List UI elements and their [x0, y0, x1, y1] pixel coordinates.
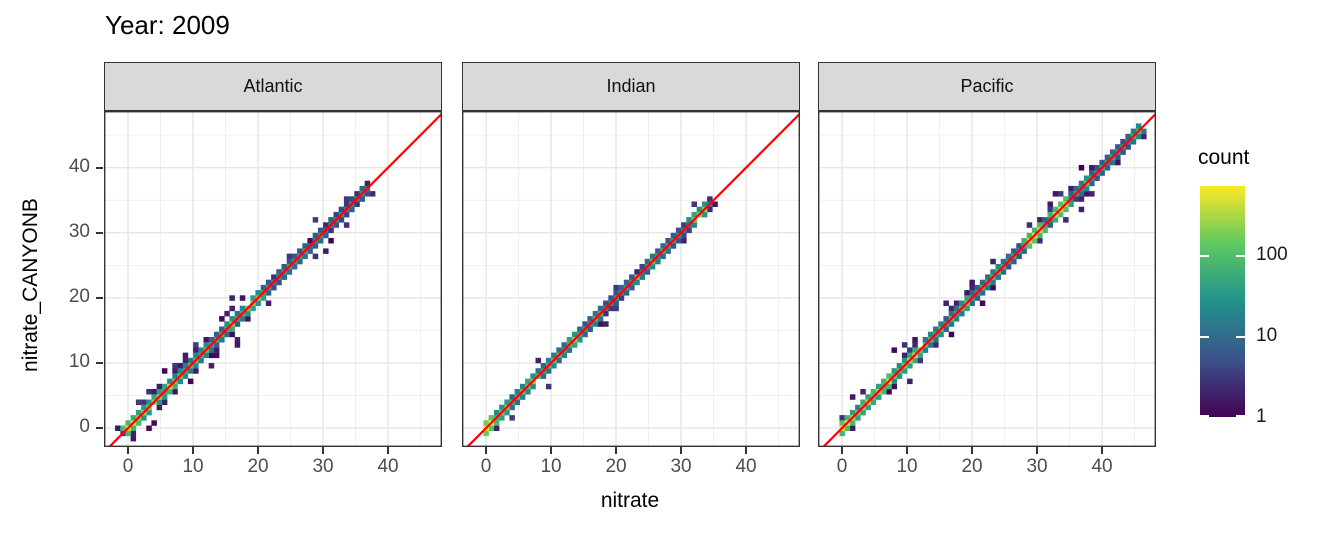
y-axis-title: nitrate_CANYONB — [19, 198, 42, 372]
panel-border — [104, 111, 442, 447]
y-axis-tick-label: 0 — [79, 416, 90, 438]
bin2d-layer — [115, 180, 376, 442]
x-axis-tick-label: 10 — [896, 456, 918, 477]
x-axis-tick-label: 0 — [480, 456, 492, 477]
x-axis-tick — [615, 447, 618, 454]
y-axis-tick — [96, 166, 103, 169]
x-axis-title: nitrate — [600, 489, 660, 512]
x-axis-tick — [680, 447, 683, 454]
facet-strip-label: Indian — [606, 76, 656, 96]
legend-tick-label: 100 — [1256, 243, 1288, 265]
y-axis-tick-label: 40 — [68, 155, 90, 177]
legend-tick — [1236, 254, 1245, 257]
facet-strip-pacific: Pacific — [818, 62, 1156, 111]
y-axis-tick-label: 30 — [68, 220, 90, 242]
x-axis-tick-label: 20 — [961, 456, 983, 477]
identity-line — [465, 112, 800, 447]
x-axis-tick — [745, 447, 748, 454]
panel-border — [462, 111, 800, 447]
x-axis-tick — [192, 447, 195, 454]
legend-tick-label: 1 — [1256, 406, 1267, 427]
x-axis-tick — [127, 447, 130, 454]
facet-strip-label: Atlantic — [243, 76, 303, 96]
x-axis-tick-label: 10 — [540, 456, 562, 477]
x-axis-tick-label: 40 — [377, 456, 399, 477]
legend-tick — [1236, 335, 1245, 338]
y-axis-tick — [96, 231, 103, 234]
facet-panel-atlantic — [104, 111, 442, 447]
x-axis-tick — [387, 447, 390, 454]
x-axis-tick-label: 40 — [1091, 456, 1113, 477]
x-axis-tick — [841, 447, 844, 454]
x-axis-tick — [485, 447, 488, 454]
legend-tick — [1200, 335, 1209, 338]
x-axis-tick-label: 0 — [122, 456, 134, 477]
x-axis-tick-label: 0 — [836, 456, 848, 477]
x-axis-tick-label: 10 — [182, 456, 204, 477]
legend-tick — [1200, 254, 1209, 257]
y-axis-tick — [96, 362, 103, 364]
panel-border — [818, 111, 1156, 447]
x-axis-tick-label: 30 — [312, 456, 334, 477]
facet-strip-atlantic: Atlantic — [104, 62, 442, 111]
facet-strip-indian: Indian — [462, 62, 800, 111]
x-axis-tick-label: 30 — [670, 456, 692, 477]
x-axis-tick — [322, 447, 325, 454]
identity-line — [821, 112, 1156, 447]
plot-title: Year: 2009 — [105, 10, 230, 40]
y-axis-tick — [96, 427, 103, 430]
facet-panel-pacific — [818, 111, 1156, 447]
x-axis-tick-label: 30 — [1026, 456, 1048, 477]
x-axis-tick — [971, 447, 974, 454]
x-axis-tick — [906, 447, 909, 454]
x-axis-tick-label: 20 — [605, 456, 627, 477]
legend-tick — [1200, 415, 1209, 417]
facet-strip-label: Pacific — [960, 76, 1014, 96]
x-axis-tick — [550, 447, 553, 454]
x-axis-tick-label: 40 — [735, 456, 757, 477]
x-axis-tick — [1036, 447, 1039, 454]
x-axis-tick — [257, 447, 260, 454]
x-axis-tick — [1101, 447, 1104, 454]
x-axis-tick-label: 20 — [247, 456, 269, 477]
grid-major — [818, 111, 1156, 447]
y-axis-tick-label: 20 — [68, 285, 90, 307]
y-axis-tick — [96, 296, 103, 299]
legend-title: count — [1198, 146, 1250, 169]
legend-colorbar — [1200, 186, 1245, 417]
grid-major — [462, 111, 800, 447]
legend-tick — [1236, 415, 1245, 417]
identity-line — [107, 112, 442, 447]
y-axis-tick-label: 10 — [68, 351, 90, 372]
legend-tick-label: 10 — [1256, 324, 1278, 346]
facet-panel-indian — [462, 111, 800, 447]
